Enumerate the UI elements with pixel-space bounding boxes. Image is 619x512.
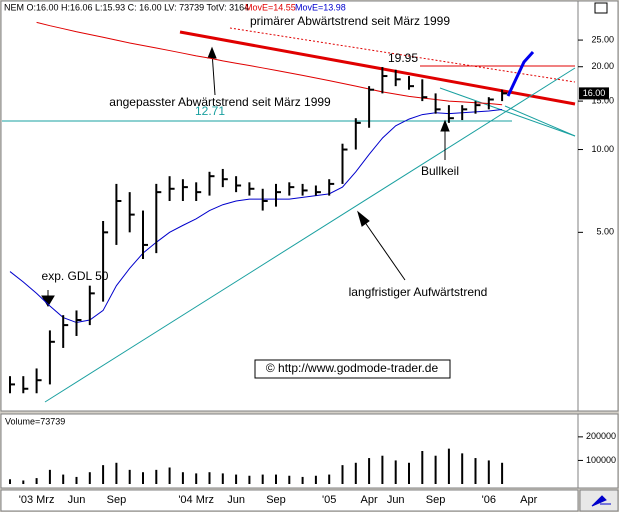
y-tick-label: 20.00: [591, 61, 614, 71]
volume-bar: [394, 460, 397, 484]
volume-bar: [314, 475, 317, 484]
volume-tick-label: 200000: [586, 431, 616, 441]
volume-bar: [221, 473, 224, 484]
volume-bar: [501, 462, 504, 484]
y-tick-label: 25.00: [591, 34, 614, 44]
annotation: exp. GDL 50: [42, 269, 109, 283]
volume-label: Volume=73739: [5, 416, 65, 426]
volume-bar: [128, 469, 131, 484]
volume-bar: [9, 479, 11, 484]
volume-bar: [181, 472, 184, 484]
annotation: 19.95: [388, 51, 418, 65]
volume-bar: [381, 455, 384, 484]
x-tick-label: Apr: [361, 494, 378, 506]
x-tick-label: '05: [322, 494, 336, 506]
wedge-upper: [439, 87, 576, 137]
volume-bar: [354, 462, 357, 484]
volume-bar: [288, 475, 291, 484]
annotation: angepasster Abwärtstrend seit März 1999: [109, 95, 331, 109]
header: NEM O:16.00 H:16.06 L:15.93 C: 16.00 LV:…: [4, 2, 249, 12]
volume-bar: [115, 462, 118, 484]
volume-bar: [195, 473, 198, 484]
volume-bar: [301, 476, 304, 484]
last-price-tag: [579, 87, 609, 100]
x-tick-label: Sep: [266, 494, 286, 506]
annotation: langfristiger Aufwärtstrend: [349, 285, 488, 299]
annotation: Bullkeil: [421, 164, 459, 178]
annotation: 12.71: [195, 104, 225, 118]
x-tick-label: '03 Mrz: [19, 494, 55, 506]
y-tick-label: 5.00: [596, 227, 614, 237]
tool-icon: [591, 495, 611, 507]
price-axis-panel: [577, 0, 619, 412]
y-tick-label: 15.00: [591, 95, 614, 105]
volume-bar: [461, 453, 464, 484]
ma-label: MovE=13.98: [295, 2, 346, 12]
x-axis-panel: [0, 489, 579, 512]
volume-bar: [62, 474, 65, 484]
volume-bar: [208, 472, 211, 484]
x-tick-label: Apr: [520, 494, 537, 506]
volume-bar: [75, 476, 78, 484]
volume-bar: [22, 480, 25, 484]
volume-bar: [487, 460, 490, 484]
copyright-box: [254, 359, 451, 379]
volume-tick-label: 100000: [586, 455, 616, 465]
volume-bar: [275, 474, 277, 484]
long-uptrend: [44, 67, 576, 403]
x-tick-label: Sep: [426, 494, 446, 506]
last-price-label: 16.00: [583, 88, 606, 98]
volume-bar: [328, 474, 331, 484]
window-button[interactable]: [594, 2, 608, 14]
volume-axis-panel: [577, 413, 619, 489]
volume-bar: [35, 478, 38, 484]
ma-label: MovE=14.55: [245, 2, 296, 12]
moving-average: [9, 109, 503, 324]
volume-bar: [155, 469, 158, 484]
x-tick-label: Jun: [387, 494, 405, 506]
moving-average: [36, 21, 503, 106]
volume-bar: [447, 448, 450, 484]
volume-bar: [474, 458, 477, 484]
projection-arrow: [506, 50, 535, 97]
annotation: © http://www.godmode-trader.de: [266, 361, 439, 375]
annotation-arrows: [41, 46, 450, 307]
volume-bar: [408, 462, 410, 484]
volume-bar: [341, 465, 344, 484]
volume-bar: [102, 465, 105, 484]
x-tick-label: '04 Mrz: [178, 494, 214, 506]
volume-bar: [142, 472, 144, 484]
volume-panel: [0, 413, 579, 489]
volume-bar: [434, 455, 437, 484]
x-tick-label: Jun: [68, 494, 86, 506]
x-tick-label: Sep: [107, 494, 127, 506]
volume-bar: [421, 451, 424, 484]
volume-bar: [261, 474, 264, 484]
volume-bar: [48, 469, 51, 484]
price-panel: [0, 0, 579, 412]
x-tick-label: Jun: [227, 494, 245, 506]
y-tick-label: 10.00: [591, 144, 614, 154]
volume-bar: [248, 475, 251, 484]
volume-bar: [168, 467, 171, 484]
wedge-lower: [504, 105, 576, 137]
volume-bar: [368, 458, 371, 484]
volume-bar: [235, 474, 238, 484]
annotation: primärer Abwärtstrend seit März 1999: [250, 14, 450, 28]
volume-bar: [88, 472, 91, 484]
x-tick-label: '06: [482, 494, 496, 506]
